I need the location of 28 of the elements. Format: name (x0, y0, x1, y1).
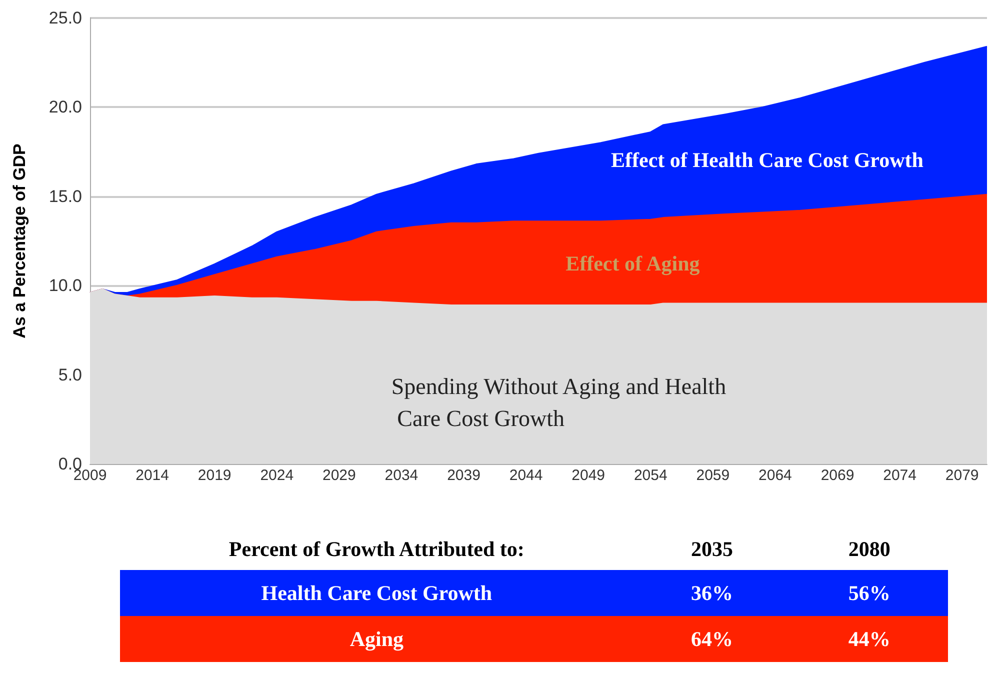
x-tick-label: 2034 (384, 467, 418, 484)
x-tick-label: 2044 (509, 467, 543, 484)
x-tick-label: 2064 (758, 467, 792, 484)
x-tick-label: 2019 (198, 467, 232, 484)
table-row-fill: Aging 64% 44% (120, 616, 948, 662)
x-tick-label: 2054 (634, 467, 668, 484)
x-tick-label: 2074 (883, 467, 916, 484)
x-tick-label: 2069 (820, 467, 854, 484)
series-label: Effect of Health Care Cost Growth (611, 148, 924, 172)
x-tick-label: 2029 (322, 467, 356, 484)
y-tick-label: 5.0 (58, 365, 82, 384)
text: 2080 (847, 536, 892, 562)
y-tick-label: 15.0 (48, 186, 82, 206)
text: 2035 (690, 536, 734, 562)
x-tick-label: 2059 (696, 467, 730, 484)
x-tick-label: 2014 (136, 467, 169, 484)
series-label: Effect of Aging (566, 251, 700, 276)
y-tick-label: 20.0 (48, 98, 82, 117)
y-axis-title: As a Percentage of GDP (10, 144, 29, 338)
x-tick-label: 2079 (945, 467, 979, 484)
table-row-fill: Health Care Cost Growth 36% 56% (120, 570, 948, 616)
y-tick-label: 10.0 (48, 276, 82, 296)
text: Percent of Growth Attributed to: (228, 536, 526, 562)
x-tick-label: 2049 (572, 467, 606, 484)
series-label: Spending Without Aging and Health Care Cost Growth (391, 374, 727, 431)
y-tick-label: 25.0 (48, 8, 82, 28)
x-tick-label: 2024 (260, 467, 294, 484)
x-tick-label: 2039 (447, 467, 480, 484)
